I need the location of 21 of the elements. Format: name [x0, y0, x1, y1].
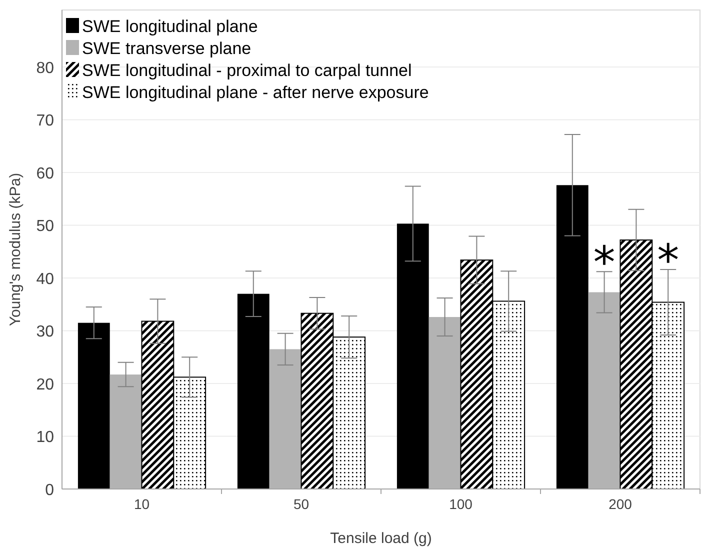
- legend-label: SWE longitudinal plane: [82, 17, 258, 36]
- y-axis-title: Young's modulus (kPa): [7, 172, 24, 326]
- x-tick-label: 100: [449, 496, 473, 512]
- annotation: *: [593, 238, 616, 289]
- y-tick-label: 50: [36, 218, 54, 236]
- x-axis-title: Tensile load (g): [330, 530, 432, 547]
- x-tick-label: 50: [293, 496, 310, 512]
- y-tick-label: 20: [36, 376, 54, 394]
- y-tick-label: 30: [36, 324, 54, 341]
- x-tick-label: 200: [608, 496, 632, 512]
- annotation: *: [657, 236, 680, 287]
- legend-label: SWE longitudinal - proximal to carpal tunnel: [82, 61, 412, 80]
- y-tick-label: 10: [36, 429, 54, 446]
- legend-label: SWE longitudinal plane - after nerve exposure: [82, 83, 429, 102]
- y-tick-label: 0: [45, 482, 54, 499]
- x-tick-label: 10: [134, 496, 150, 512]
- y-tick-label: 70: [36, 112, 54, 130]
- legend-label: SWE transverse plane: [82, 39, 252, 58]
- y-tick-label: 40: [36, 270, 54, 288]
- y-tick-label: 80: [36, 60, 54, 77]
- y-tick-label: 60: [36, 165, 54, 182]
